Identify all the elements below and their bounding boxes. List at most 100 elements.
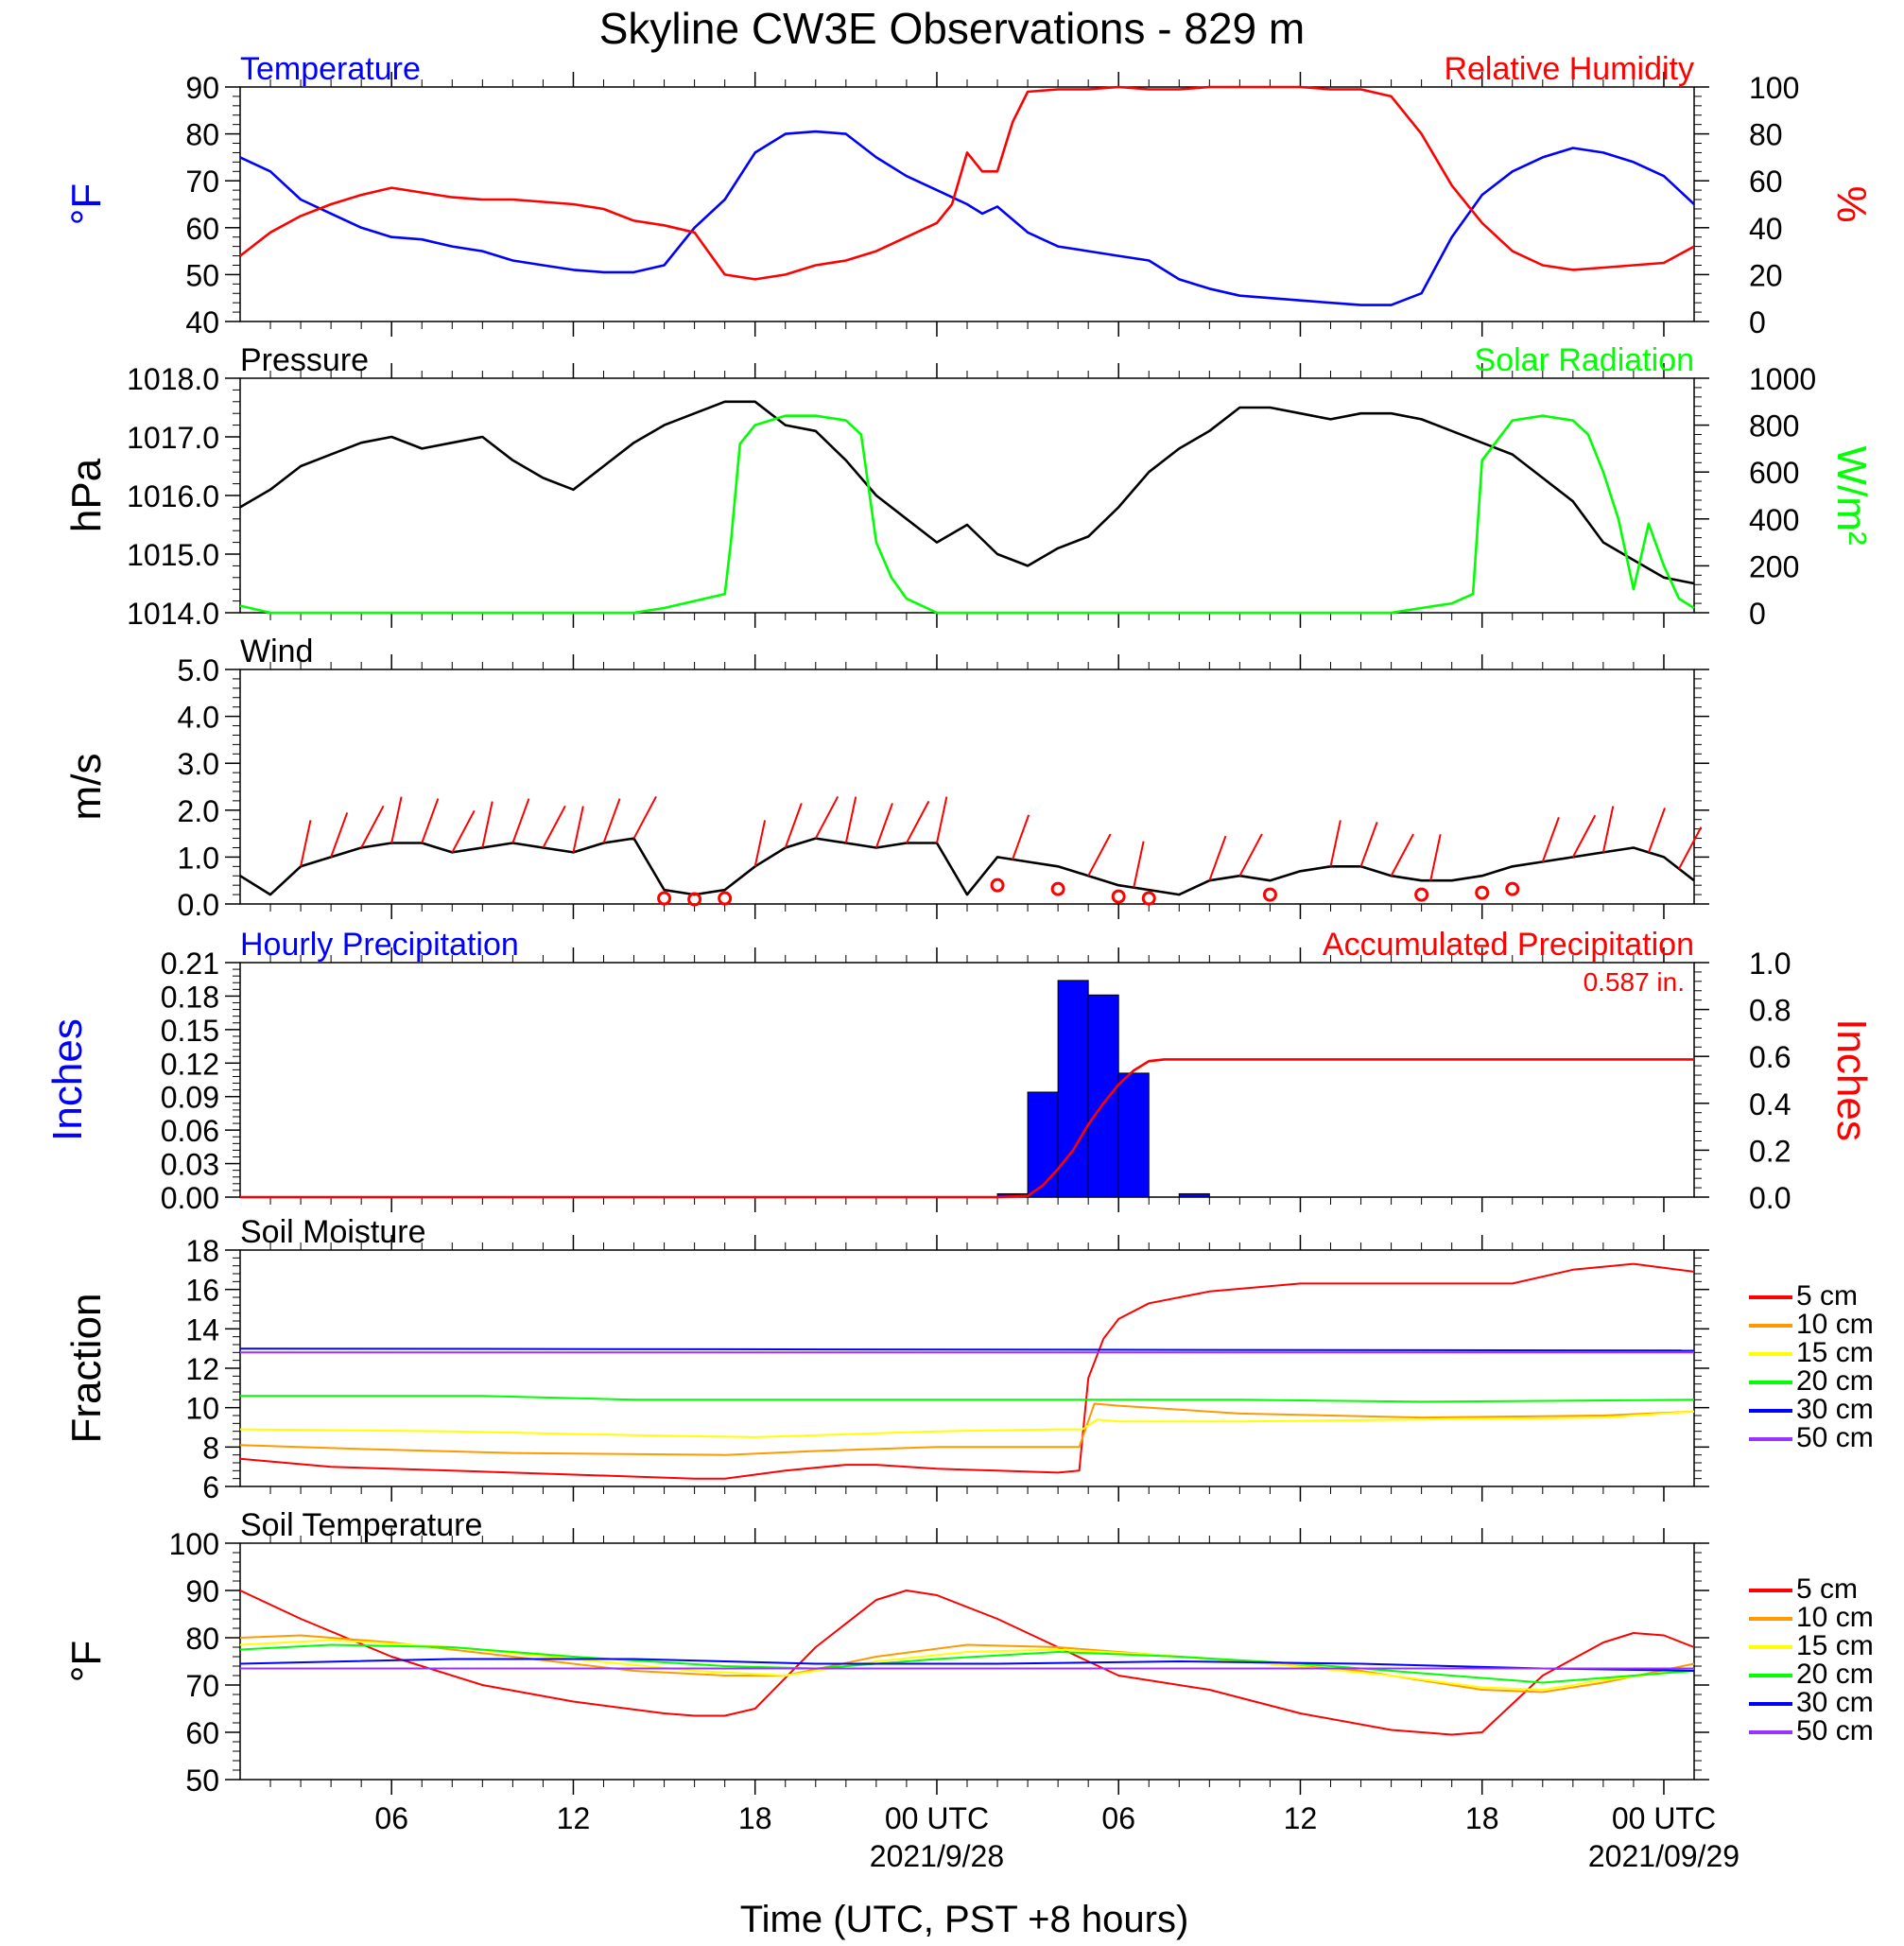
series-line [240, 1395, 1695, 1403]
y-tick-label: 100 [169, 1527, 219, 1561]
y-tick-label: 50 [185, 1764, 219, 1798]
y-tick-label: 1017.0 [127, 421, 219, 455]
precip-bar [1087, 994, 1119, 1198]
y-right-tick-label: 0 [1749, 305, 1766, 339]
series-line [239, 837, 1695, 896]
y-tick-label: 0.12 [161, 1047, 219, 1081]
legend-label: 15 cm [1796, 1630, 1874, 1661]
y-tick-label: 16 [185, 1274, 219, 1308]
wind-barb [1601, 806, 1615, 853]
y-tick-label: 1014.0 [127, 597, 219, 631]
accumulated-total-annotation: 0.587 in. [1584, 967, 1685, 997]
series-line [239, 1658, 1695, 1672]
panel-title-left: Soil Moisture [240, 1214, 426, 1250]
y-axis-unit-left: Fraction [63, 1294, 110, 1444]
wind-barb [390, 796, 403, 843]
y-tick-label: 12 [185, 1352, 219, 1386]
wind-barb [1571, 814, 1597, 858]
wind-barb [632, 795, 657, 840]
legend-label: 5 cm [1796, 1280, 1858, 1312]
series-line [239, 1643, 1695, 1684]
wind-barb [874, 803, 893, 848]
series-line [239, 1402, 1695, 1456]
y-right-tick-label: 40 [1749, 212, 1783, 246]
y-right-tick-label: 0.4 [1749, 1087, 1791, 1121]
precip-bar [1117, 1072, 1150, 1198]
series-line [239, 1639, 1695, 1691]
chart-title: Skyline CW3E Observations - 829 m [599, 4, 1306, 53]
x-axis: 06 12 18 00 UTC 06 12 18 00 UTC 2021/9/28 2021/09… [374, 1801, 1740, 1873]
wind-barb [1647, 808, 1666, 853]
wind-barb [784, 803, 803, 848]
legend-label: 15 cm [1796, 1337, 1874, 1368]
y-tick-label: 60 [185, 1716, 219, 1750]
wind-barb [1678, 826, 1703, 870]
y-axis-unit-right: Inches [1828, 1018, 1875, 1141]
series-line [239, 1634, 1695, 1694]
series-line [239, 1590, 1695, 1736]
x-tick-label: 18 [738, 1801, 772, 1835]
y-right-tick-label: 100 [1749, 71, 1799, 105]
panel-temp_rh: 40 50 60 70 80 90 0 20 40 60 80 100 Temperature Relat… [63, 51, 1875, 339]
wind-barb [1133, 841, 1145, 888]
y-tick-label: 70 [185, 1669, 219, 1703]
y-right-tick-label: 800 [1749, 409, 1799, 443]
y-axis-unit-left: °F [63, 1641, 110, 1682]
x-tick-label: 18 [1465, 1801, 1499, 1835]
wind-barb [1541, 817, 1560, 862]
wind-barb [1329, 820, 1341, 867]
wind-barb [330, 812, 349, 858]
legend-label: 10 cm [1796, 1602, 1874, 1633]
panel-soil_moisture: 6 8 10 12 14 16 18 Soil Moisture Fraction 5 cm10 … [63, 1214, 1874, 1504]
calm-wind-circle [1475, 885, 1490, 900]
wind-barb [1429, 834, 1442, 881]
y-tick-label: 14 [185, 1312, 219, 1347]
y-right-tick-label: 0.0 [1749, 1181, 1791, 1215]
y-tick-label: 0.00 [161, 1181, 219, 1215]
wind-barb [542, 805, 566, 848]
y-tick-label: 5.0 [178, 653, 219, 687]
y-tick-label: 90 [185, 71, 219, 105]
x-tick-label: 00 UTC [1612, 1801, 1716, 1835]
y-tick-label: 4.0 [178, 701, 219, 735]
y-right-tick-label: 1.0 [1749, 947, 1791, 981]
panel-title-left: Temperature [240, 51, 421, 87]
y-tick-label: 10 [185, 1392, 219, 1426]
y-tick-label: 0.18 [161, 980, 219, 1014]
wind-barb [300, 820, 312, 867]
x-date-label: 2021/9/28 [870, 1839, 1004, 1873]
y-right-tick-label: 20 [1749, 258, 1783, 292]
legend-label: 20 cm [1796, 1365, 1874, 1397]
y-right-tick-label: 0 [1749, 597, 1766, 631]
y-axis-unit-right: W/m² [1828, 445, 1875, 545]
y-tick-label: 60 [185, 212, 219, 246]
y-tick-label: 1016.0 [127, 479, 219, 513]
y-right-tick-label: 200 [1749, 549, 1799, 583]
y-tick-label: 0.21 [161, 947, 219, 981]
x-tick-label: 06 [374, 1801, 408, 1835]
calm-wind-circle [1141, 891, 1156, 906]
wind-barb [906, 800, 930, 843]
legend-label: 5 cm [1796, 1573, 1858, 1605]
x-tick-label: 00 UTC [885, 1801, 989, 1835]
y-axis-unit-left: m/s [63, 754, 110, 821]
legend-label: 30 cm [1796, 1394, 1874, 1425]
y-axis-unit-left: Inches [44, 1018, 91, 1141]
y-tick-label: 0.0 [178, 888, 219, 922]
series-line [239, 1262, 1695, 1480]
y-right-tick-label: 60 [1749, 165, 1783, 199]
panel-title-left: Hourly Precipitation [240, 927, 519, 963]
y-tick-label: 0.09 [161, 1081, 219, 1115]
wind-barb [481, 801, 493, 848]
panel-title-left: Wind [240, 634, 313, 669]
y-tick-label: 0.15 [161, 1014, 219, 1048]
legend-label: 30 cm [1796, 1687, 1874, 1718]
precip-bar [1027, 1091, 1059, 1198]
series-line [239, 1347, 1695, 1352]
